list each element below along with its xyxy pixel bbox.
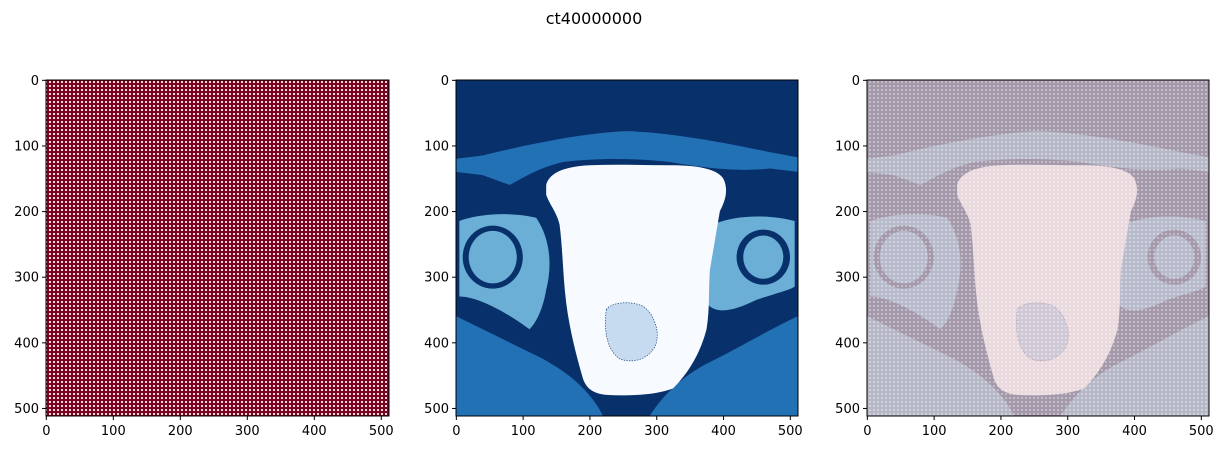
- y-tick-label: 400: [835, 336, 860, 351]
- y-tick-label: 300: [835, 271, 860, 286]
- x-tick-label: 0: [452, 424, 460, 439]
- y-tick-label: 100: [14, 139, 39, 154]
- figure-title: ct40000000: [546, 9, 643, 28]
- y-tick-label: 500: [14, 402, 39, 417]
- y-tick-label: 100: [424, 139, 449, 154]
- left-axes-frame: [45, 79, 390, 417]
- x-tick-label: 0: [863, 424, 871, 439]
- y-tick-label: 0: [31, 74, 39, 89]
- x-tick-label: 400: [1122, 424, 1147, 439]
- x-tick-label: 500: [369, 424, 394, 439]
- y-tick-label: 200: [424, 205, 449, 220]
- right-axes-frame: [866, 79, 1210, 417]
- y-tick-label: 200: [835, 205, 860, 220]
- y-tick-label: 200: [14, 205, 39, 220]
- left-heatmap: [46, 80, 389, 416]
- y-tick-label: 300: [14, 271, 39, 286]
- y-tick-label: 0: [441, 74, 449, 89]
- y-tick-label: 400: [14, 336, 39, 351]
- y-tick-label: 400: [424, 336, 449, 351]
- y-tick-label: 500: [424, 402, 449, 417]
- x-tick-label: 400: [302, 424, 327, 439]
- middle-axes-frame: [455, 79, 799, 417]
- x-tick-label: 300: [1055, 424, 1080, 439]
- y-tick-label: 300: [424, 271, 449, 286]
- x-tick-label: 0: [42, 424, 50, 439]
- x-tick-label: 300: [235, 424, 260, 439]
- x-tick-label: 400: [711, 424, 736, 439]
- x-tick-label: 500: [778, 424, 803, 439]
- x-tick-label: 100: [511, 424, 536, 439]
- y-tick-label: 0: [852, 74, 860, 89]
- x-tick-label: 100: [101, 424, 126, 439]
- y-tick-label: 100: [835, 139, 860, 154]
- x-tick-label: 300: [644, 424, 669, 439]
- x-tick-label: 200: [989, 424, 1014, 439]
- x-tick-label: 100: [922, 424, 947, 439]
- x-tick-label: 500: [1189, 424, 1214, 439]
- y-tick-label: 500: [835, 402, 860, 417]
- x-tick-label: 200: [578, 424, 603, 439]
- x-tick-label: 200: [168, 424, 193, 439]
